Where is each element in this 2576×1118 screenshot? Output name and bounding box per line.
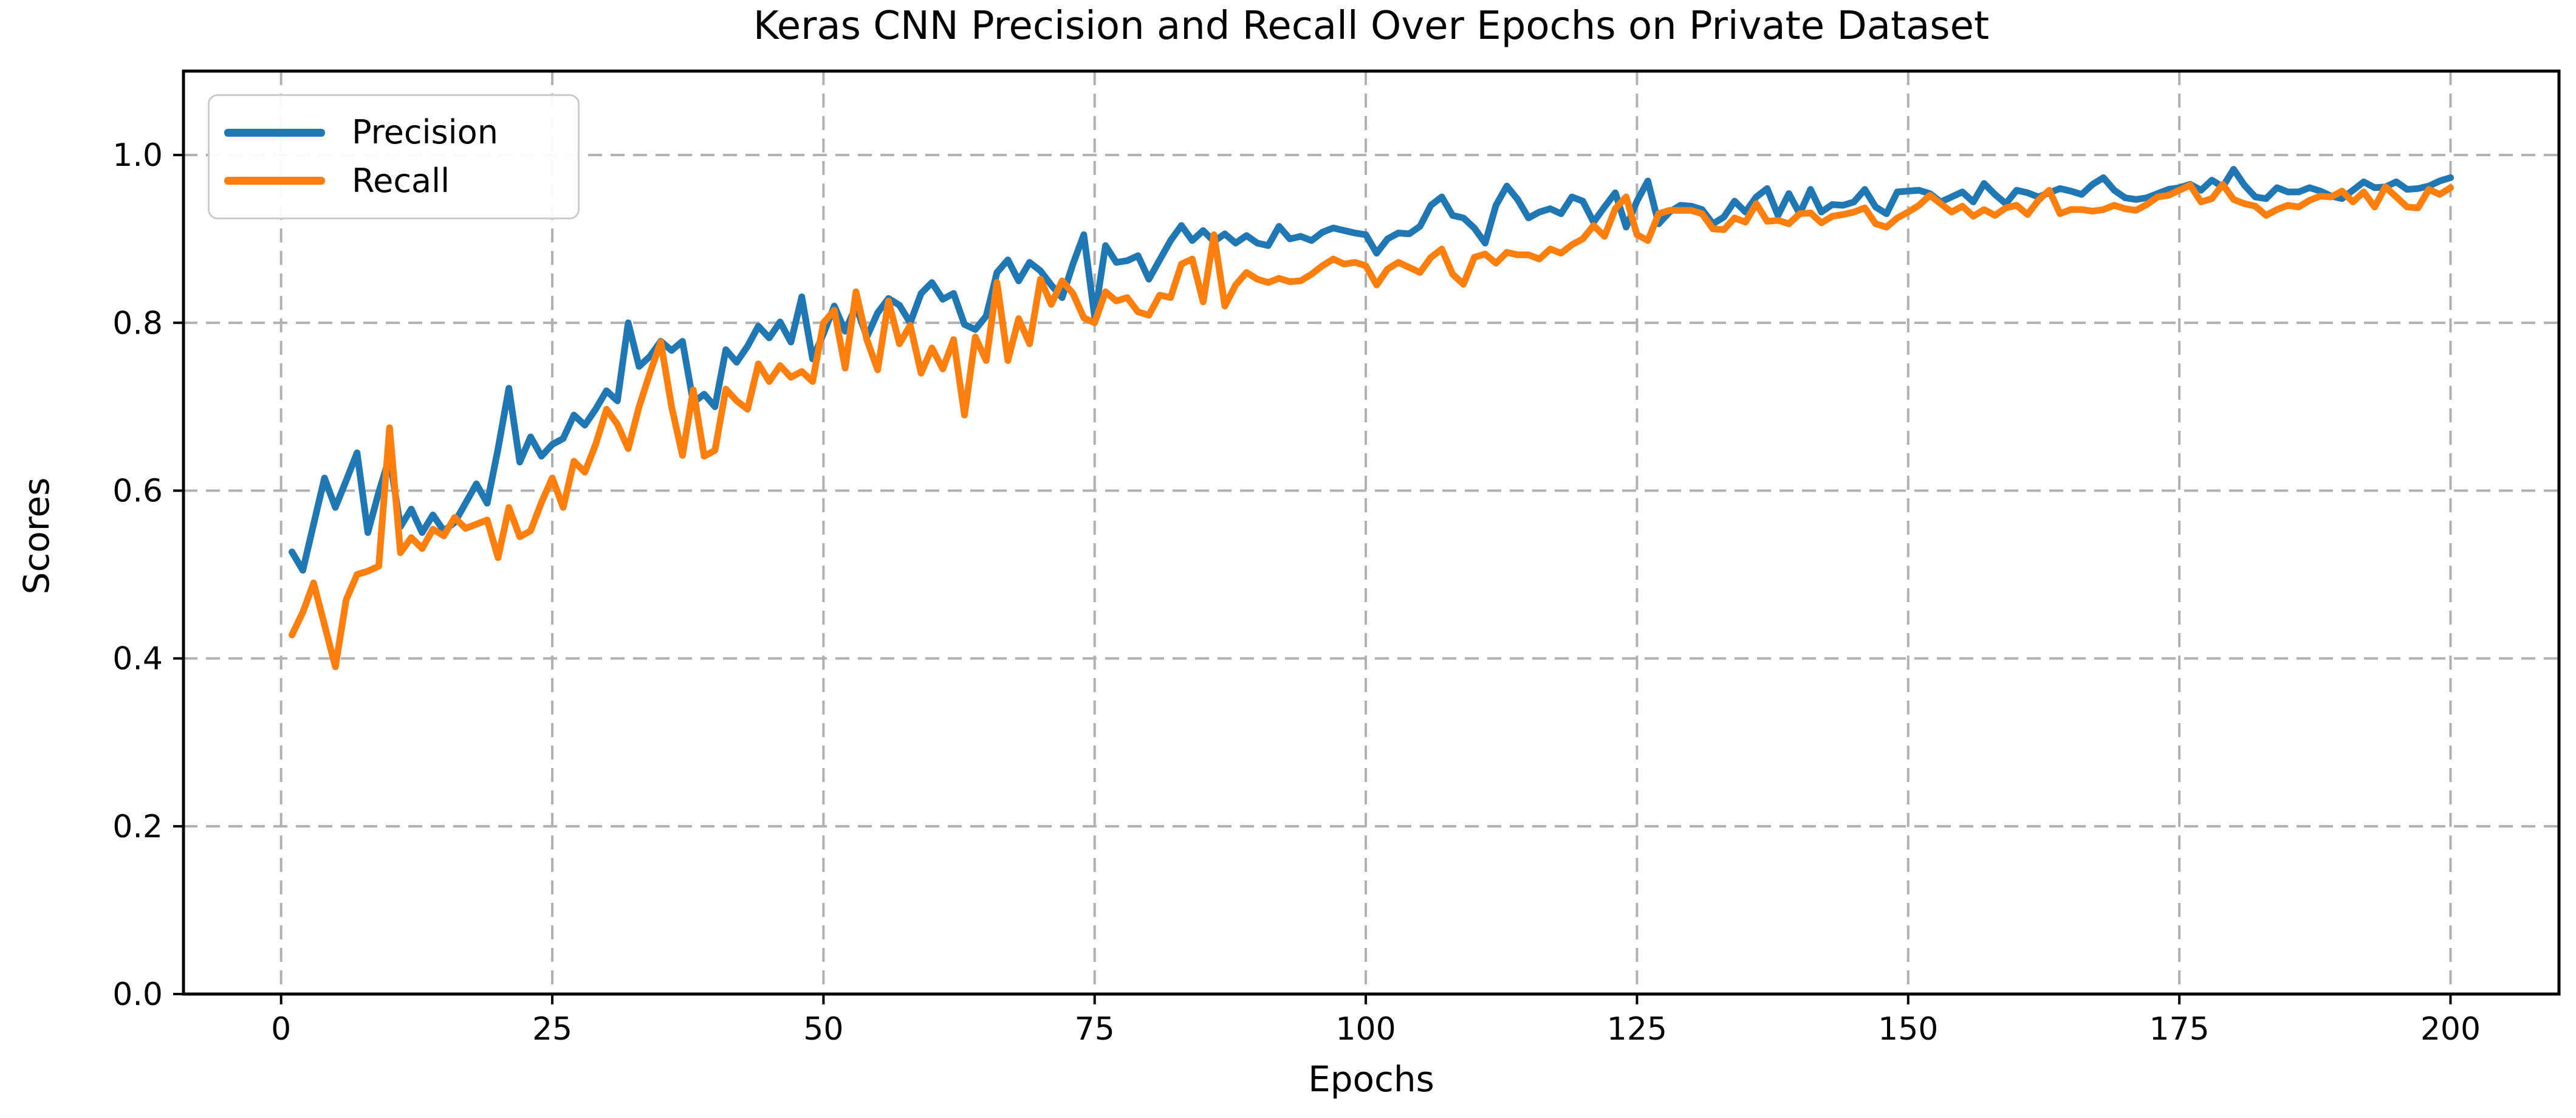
x-tick-label: 25: [532, 1011, 572, 1048]
x-tick-label: 200: [2420, 1011, 2481, 1048]
x-tick-label: 100: [1335, 1011, 1396, 1048]
x-tick-label: 150: [1878, 1011, 1938, 1048]
precision-line: [289, 166, 2454, 574]
x-tick-label: 175: [2149, 1011, 2209, 1048]
y-tick-label: 0.8: [112, 305, 163, 341]
x-tick-label: 75: [1075, 1011, 1115, 1048]
legend-label-recall: Recall: [352, 161, 450, 200]
y-tick-label: 0.2: [112, 809, 163, 845]
x-tick-label: 50: [803, 1011, 843, 1048]
y-tick-label: 0.4: [112, 641, 163, 677]
y-axis-label: Scores: [16, 477, 57, 595]
legend-label-precision: Precision: [352, 113, 498, 152]
legend-item-precision: Precision: [210, 116, 578, 149]
x-axis-label: Epochs: [1308, 1058, 1434, 1100]
recall-line: [289, 180, 2454, 670]
chart-title: Keras CNN Precision and Recall Over Epoc…: [753, 4, 1990, 49]
x-tick-label: 0: [271, 1011, 291, 1048]
precision-line-swatch: [224, 128, 325, 137]
x-tick-label: 125: [1607, 1011, 1667, 1048]
y-tick-label: 0.0: [112, 976, 163, 1013]
y-tick-label: 1.0: [112, 137, 163, 174]
legend: Precision Recall: [208, 94, 580, 219]
legend-item-recall: Recall: [210, 161, 578, 200]
recall-line-swatch: [224, 177, 325, 185]
plot-border: [182, 69, 2561, 996]
y-tick-label: 0.6: [112, 473, 163, 509]
